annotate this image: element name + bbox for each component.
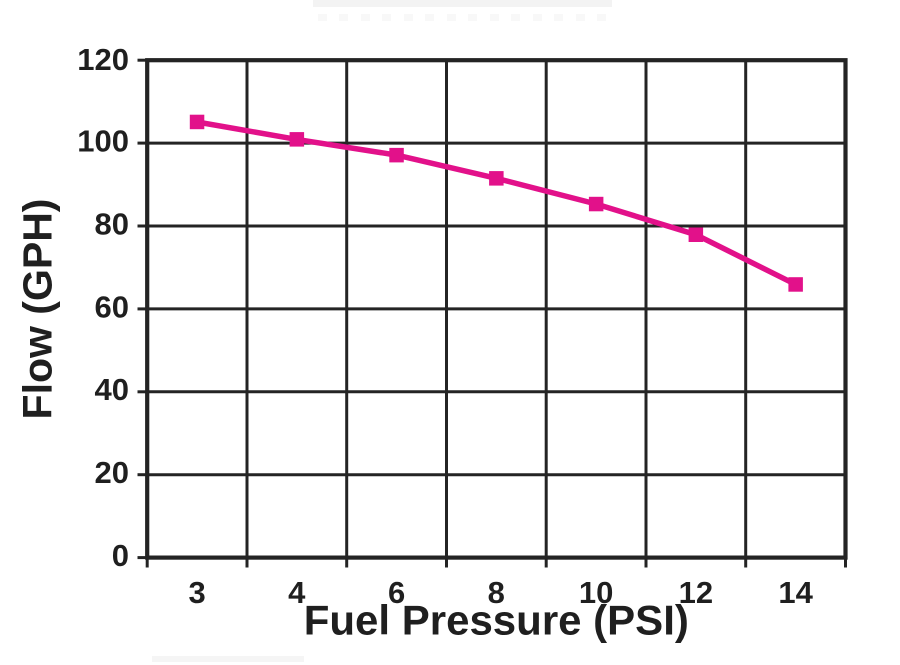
svg-text:80: 80	[95, 207, 129, 242]
svg-text:10: 10	[579, 575, 613, 610]
svg-text:Fuel Pressure (PSI): Fuel Pressure (PSI)	[304, 597, 689, 644]
svg-text:100: 100	[77, 124, 129, 159]
svg-text:4: 4	[288, 575, 306, 610]
svg-text:120: 120	[77, 42, 129, 77]
svg-text:3: 3	[188, 575, 205, 610]
svg-text:Flow (GPH): Flow (GPH)	[15, 199, 61, 420]
svg-text:20: 20	[95, 455, 129, 490]
svg-text:6: 6	[388, 575, 405, 610]
svg-text:14: 14	[778, 575, 813, 610]
svg-text:40: 40	[95, 372, 129, 407]
svg-text:0: 0	[112, 538, 129, 573]
svg-text:12: 12	[679, 575, 713, 610]
svg-text:8: 8	[488, 575, 505, 610]
svg-text:60: 60	[95, 289, 129, 324]
